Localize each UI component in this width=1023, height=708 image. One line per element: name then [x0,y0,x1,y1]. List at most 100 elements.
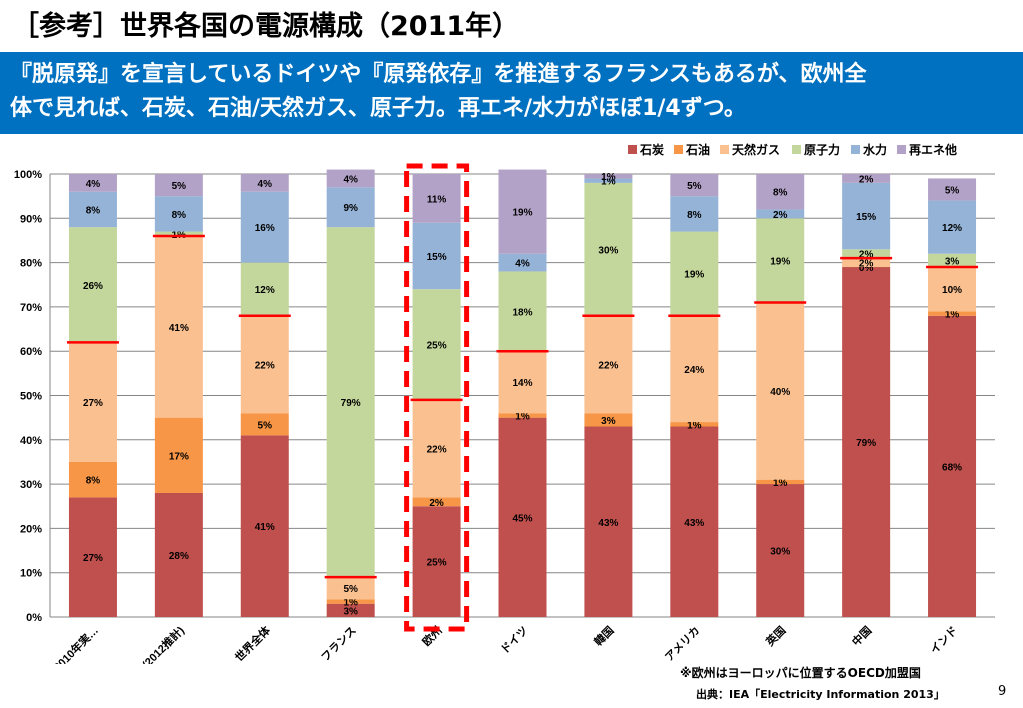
data-label: 19% [684,270,704,281]
bar-segment [412,222,461,290]
data-label: 15% [427,252,447,263]
source-citation: 出典：IEA「Electricity Information 2013」 [696,688,945,701]
legend-swatch [720,145,729,154]
data-label: 26% [83,281,103,292]
bar-segment [154,196,203,232]
data-label: 5% [258,420,273,431]
data-label: 12% [255,285,275,296]
legend-label: 原子力 [804,142,840,157]
data-label: 17% [169,451,189,462]
bar-segment [670,426,719,617]
bar-segment [498,271,547,352]
data-label: 4% [86,179,101,190]
bar-segment [584,426,633,617]
bar-segment [68,497,117,617]
bar-segment [928,178,977,201]
bar-segment [68,227,117,343]
data-label: 1% [945,310,960,321]
bar-segment [756,218,805,303]
y-tick-label: 20% [20,523,42,535]
bar-segment [326,187,375,228]
data-label: 79% [341,398,361,409]
bar-segment [412,497,461,507]
bar-segment [498,253,547,272]
data-label: 19% [512,208,532,219]
data-label: 19% [770,256,790,267]
data-label: 22% [255,360,275,371]
x-category-label: 中国 [849,623,874,648]
bar-segment [842,267,891,617]
data-label: 45% [512,513,532,524]
y-tick-label: 100% [14,169,42,181]
data-label: 18% [512,307,532,318]
legend-swatch [674,145,683,154]
data-label: 22% [598,360,618,371]
bar-segment [584,178,633,183]
x-category-label: 日本(2010年実… [32,623,101,664]
bar-segment [326,227,375,578]
bar-segment [498,351,547,414]
page-number: 9 [998,684,1007,699]
legend-label: 石炭 [639,142,664,157]
data-label: 1% [343,597,358,608]
data-label: 30% [770,547,790,558]
bar-segment [154,492,203,617]
data-label: 2% [859,259,874,270]
legend-swatch [851,145,860,154]
bar-segment [240,262,289,316]
bar-segment [154,417,203,493]
bar-segment [928,200,977,254]
bar-segment [928,267,977,312]
data-label: 1% [601,172,616,183]
data-label: 2% [859,250,874,261]
bar-segment [670,315,719,423]
data-label: 8% [773,188,788,199]
x-category-label: 日本(2012推計) [123,623,187,664]
data-label: 22% [427,445,447,456]
x-category-label: インド [928,624,961,657]
bar-segment [842,258,891,268]
legend-swatch [792,145,801,154]
legend-label: 石油 [685,142,710,157]
y-tick-label: 90% [20,213,42,225]
bar-segment [412,399,461,498]
data-label: 27% [83,553,103,564]
data-label: 28% [169,551,189,562]
bar-segment [928,315,977,617]
data-label: 27% [83,398,103,409]
y-tick-label: 80% [20,258,42,270]
bar-segment [498,413,547,418]
data-label: 79% [856,438,876,449]
banner-line-2: 体で見れば、石炭、石油/天然ガス、原子力。再エネ/水力がほぼ1/4ずつ。 [10,96,746,121]
x-category-label: 英国 [762,623,788,649]
bar-segment [670,231,719,316]
data-label: 12% [942,223,962,234]
bar-segment [670,422,719,427]
bar-segment [240,315,289,414]
data-label: 1% [515,411,530,422]
data-label: 4% [258,179,273,190]
data-label: 14% [512,378,532,389]
legend-swatch [897,145,906,154]
bar-segment [756,302,805,480]
legend-label: 天然ガス [732,142,780,157]
legend-label: 再エネ他 [909,142,957,157]
y-tick-label: 40% [20,435,42,447]
bar-segment [412,289,461,400]
data-label: 5% [172,181,187,192]
bar-segment [842,249,891,259]
bar-segment [412,506,461,617]
y-tick-label: 70% [20,302,42,314]
bar-segment [670,196,719,232]
power-mix-chart: 0% 10% 20% 30% 40% 50% 60% 70% 80% 90% 100% 27% 8% 27… [14,142,995,664]
bar-segment [240,174,289,192]
data-label: 4% [343,174,358,185]
bar-segment [326,577,375,600]
data-label: 3% [945,256,960,267]
bar-segment [326,169,375,188]
y-tick-label: 60% [20,346,42,358]
y-tick-label: 30% [20,479,42,491]
data-label: 11% [427,194,447,205]
data-label: 5% [687,181,702,192]
banner-line-1: 『脱原発』を宣言しているドイツや『原発依存』を推進するフランスもあるが、欧州全 [10,62,867,87]
